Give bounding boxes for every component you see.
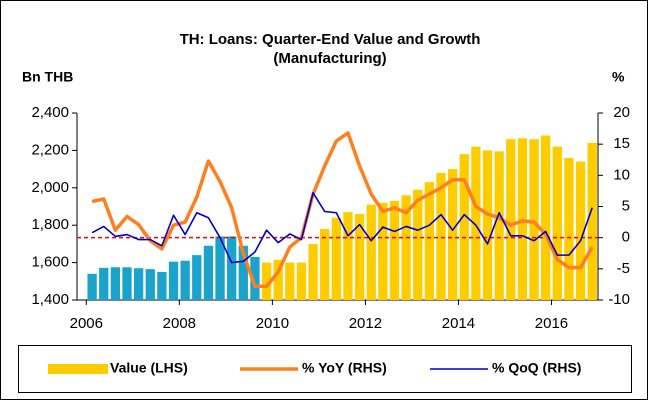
bar	[180, 260, 190, 300]
x-tick-label: 2014	[442, 315, 475, 332]
bar	[471, 146, 481, 300]
bar	[378, 202, 388, 300]
bar	[343, 212, 353, 300]
bar	[447, 169, 458, 300]
bar	[320, 228, 330, 300]
bar	[482, 150, 493, 300]
legend-box	[18, 345, 632, 393]
bar	[227, 236, 237, 300]
y2-tick-label: 20	[613, 104, 630, 121]
bar	[401, 195, 411, 300]
bar	[285, 262, 295, 300]
x-tick-label: 2006	[70, 315, 103, 332]
y2-tick-label: 5	[622, 197, 630, 214]
bar	[354, 213, 365, 300]
bar	[459, 154, 469, 300]
bar	[366, 204, 376, 300]
bar	[145, 269, 155, 300]
bar	[564, 157, 574, 300]
bar	[506, 139, 516, 300]
bar	[122, 267, 132, 300]
bar	[296, 262, 307, 300]
y-tick-label: 2,400	[31, 104, 69, 121]
bar	[87, 273, 97, 300]
bar	[203, 245, 214, 300]
bar	[308, 243, 318, 300]
bar	[110, 267, 121, 300]
legend-label: % QoQ (RHS)	[492, 360, 581, 376]
legend-swatch	[48, 364, 108, 374]
y-tick-label: 1,800	[31, 216, 69, 233]
y2-axis-label: %	[612, 69, 625, 85]
x-tick-label: 2010	[256, 315, 289, 332]
bar	[389, 200, 400, 300]
y2-tick-label: -10	[608, 291, 630, 308]
y-axis-label: Bn THB	[22, 69, 73, 85]
bar	[99, 267, 109, 300]
bar	[192, 255, 202, 300]
bar	[541, 135, 551, 300]
bar	[250, 256, 260, 300]
bar	[575, 161, 586, 300]
chart-title: TH: Loans: Quarter-End Value and Growth	[180, 31, 481, 48]
y-tick-label: 2,200	[31, 141, 69, 158]
y-tick-label: 2,000	[31, 179, 69, 196]
y2-tick-label: -5	[617, 260, 630, 277]
x-tick-label: 2008	[163, 315, 196, 332]
bar	[215, 236, 225, 300]
bar	[587, 142, 597, 300]
bar	[133, 268, 144, 300]
bar	[273, 259, 283, 300]
bar	[436, 172, 446, 300]
bar	[494, 151, 504, 300]
bar	[157, 271, 167, 300]
x-tick-label: 2016	[535, 315, 568, 332]
bar	[529, 139, 539, 300]
bar	[261, 262, 272, 300]
line-series	[91, 131, 594, 289]
bar	[552, 146, 562, 300]
bar	[168, 261, 179, 300]
bar	[424, 182, 435, 300]
bar	[413, 189, 423, 300]
legend-label: Value (LHS)	[110, 360, 188, 376]
legend-label: % YoY (RHS)	[302, 360, 387, 376]
x-tick-label: 2012	[349, 315, 382, 332]
line-series	[91, 191, 593, 264]
y2-tick-label: 0	[622, 229, 630, 246]
bar	[331, 217, 341, 300]
y2-tick-label: 10	[613, 166, 630, 183]
chart-subtitle: (Manufacturing)	[273, 50, 386, 67]
y2-tick-label: 15	[613, 135, 630, 152]
y-tick-label: 1,400	[31, 291, 69, 308]
y-tick-label: 1,600	[31, 254, 69, 271]
bar	[238, 245, 248, 300]
